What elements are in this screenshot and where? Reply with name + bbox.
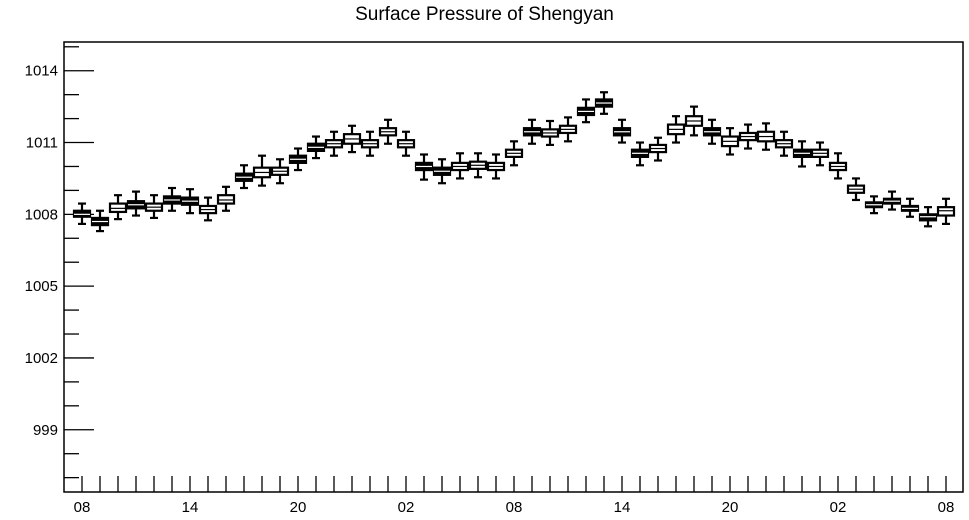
y-tick-label: 1005	[25, 278, 58, 295]
box	[792, 140, 812, 168]
x-tick-label: 08	[74, 499, 91, 516]
box	[702, 118, 722, 145]
box	[522, 118, 542, 145]
box-series	[72, 91, 956, 233]
box	[612, 118, 632, 144]
box	[198, 196, 218, 222]
box	[918, 206, 938, 228]
y-tick-label: 1014	[25, 63, 58, 80]
box	[540, 119, 560, 147]
box	[774, 130, 794, 157]
box	[558, 116, 578, 143]
box	[666, 115, 686, 144]
box	[108, 194, 128, 221]
x-tick-label: 20	[722, 499, 739, 516]
chart-title: Surface Pressure of Shengyan	[355, 4, 614, 25]
x-tick-label: 08	[938, 499, 955, 516]
plot-frame	[63, 41, 964, 493]
box	[360, 130, 380, 157]
box	[684, 105, 704, 137]
box	[648, 136, 668, 162]
box	[414, 153, 434, 181]
box	[594, 91, 614, 115]
box	[630, 141, 650, 167]
box	[900, 197, 920, 218]
box	[90, 209, 110, 233]
x-tick-label: 20	[290, 499, 307, 516]
x-tick-label: 02	[830, 499, 847, 516]
y-tick-label: 1002	[25, 350, 58, 367]
x-tick-label: 08	[506, 499, 523, 516]
box	[450, 152, 470, 180]
box	[432, 158, 452, 185]
box	[162, 186, 182, 212]
box	[936, 197, 956, 226]
box	[72, 202, 92, 226]
box	[828, 152, 848, 180]
y-tick-label: 1008	[25, 206, 58, 223]
box	[864, 195, 884, 215]
x-tick-label: 02	[398, 499, 415, 516]
x-tick-label: 14	[614, 499, 631, 516]
box	[738, 123, 758, 150]
x-axis: 08 14 20 02 08 14 20 02 08	[74, 476, 955, 516]
y-axis: 999 1002 1005 1008 1011 1014	[25, 46, 94, 479]
box	[810, 141, 830, 167]
box	[378, 118, 398, 145]
y-tick-label: 1011	[26, 135, 58, 152]
box	[576, 98, 596, 124]
x-tick-label: 14	[182, 499, 199, 516]
box	[720, 127, 740, 156]
box	[270, 158, 290, 185]
box	[846, 177, 866, 202]
box	[288, 147, 308, 172]
box	[180, 188, 200, 215]
box	[144, 194, 164, 220]
box	[468, 152, 488, 179]
box	[252, 154, 272, 187]
box	[324, 130, 344, 157]
box	[882, 190, 902, 211]
box	[504, 140, 524, 167]
box	[342, 124, 362, 154]
box	[486, 153, 506, 180]
box	[396, 130, 416, 157]
box	[126, 190, 146, 217]
y-tick-label: 999	[33, 422, 58, 439]
box	[306, 135, 326, 160]
box	[216, 185, 236, 212]
box	[234, 164, 254, 190]
box	[756, 122, 776, 151]
